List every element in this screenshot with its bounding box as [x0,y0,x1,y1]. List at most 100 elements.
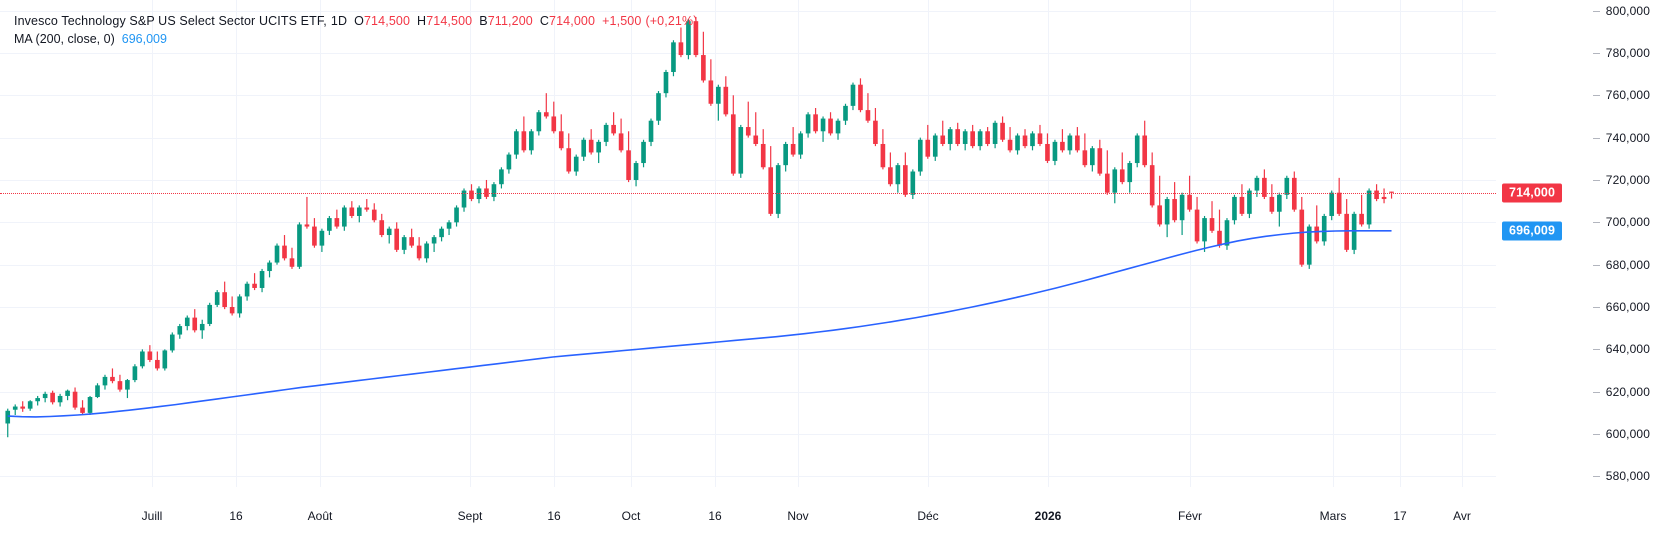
time-axis-tick: Sept [457,509,483,523]
time-axis-tick: Nov [787,509,809,523]
candle-body [461,190,467,208]
gridline-vertical [1400,0,1401,487]
candle-body [753,135,759,144]
close-value: 714,000 [549,14,596,28]
candle-body [701,55,706,81]
candle-body [1134,135,1140,164]
candle-body [1090,148,1095,166]
candle-body [626,150,631,180]
candle-body [686,21,691,56]
time-axis-tick: 16 [229,509,243,523]
gridline-vertical [715,0,716,487]
candle-body [379,220,385,236]
candle-body [1389,191,1394,193]
candle-body [1149,165,1155,206]
tick-dash [1592,137,1600,139]
candle-body [813,114,818,132]
price-axis[interactable]: 800,000 780,000 760,000 740,000 720,000 700,0… [1496,0,1662,487]
candle-body [903,165,908,195]
price-axis-tick: 660,000 [1592,300,1650,314]
gridline-horizontal [0,476,1496,478]
ma-label: MA (200, close, 0) [14,32,115,47]
candle-body [1366,190,1372,225]
price-axis-tick: 740,000 [1592,131,1650,145]
interval-label[interactable]: 1D [330,14,348,28]
candle-body [1067,135,1073,151]
candle-body [50,392,55,403]
candle-body [506,154,512,170]
candlestick-series [5,16,1394,438]
gridline-vertical [1462,0,1463,487]
candle-body [790,143,796,155]
candle-body [865,110,871,121]
candle-body [745,127,751,136]
candle-body [12,406,18,410]
candle-body [947,129,953,144]
candle-body [603,124,609,142]
gridline-horizontal [0,179,1496,181]
last-price-badge[interactable]: 714,000 [1502,183,1563,203]
price-axis-tick: 760,000 [1592,88,1650,102]
candle-body [738,127,744,174]
open-key: O [354,14,364,28]
candle-body [297,224,302,267]
candle-body [1269,196,1275,212]
time-axis-tick: 16 [547,509,561,523]
candle-body [850,84,856,106]
candle-body [775,165,781,214]
candle-body [371,209,377,221]
price-axis-tick: 600,000 [1592,427,1650,441]
candle-body [940,135,946,144]
candle-body [184,317,190,327]
candle-body [977,131,983,147]
candle-body [491,184,497,197]
symbol-name[interactable]: Invesco Technology S&P US Select Sector … [14,14,324,28]
gridline-horizontal [0,307,1496,309]
candle-body [1291,177,1297,210]
candle-body [835,120,841,134]
candle-body [409,237,414,246]
gridline-horizontal [0,137,1496,139]
time-axis-tick: Févr [1178,509,1202,523]
ma-legend-row[interactable]: MA (200, close, 0) 696,009 [14,30,698,48]
candle-body [469,190,474,200]
tick-dash [1592,434,1600,436]
candle-body [1179,194,1185,221]
candle-body [244,283,250,297]
candle-body [42,393,48,399]
candle-body [693,21,699,56]
gridline-horizontal [0,95,1496,97]
time-axis-tick: Déc [917,509,939,523]
candle-body [110,376,115,382]
candle-body [1104,173,1110,193]
ma-value-badge[interactable]: 696,009 [1502,221,1563,241]
candle-body [1247,190,1252,214]
candle-body [581,139,587,157]
candle-body [1112,169,1118,193]
price-axis-tick: 700,000 [1592,215,1650,229]
close-key: C [539,14,550,28]
candle-body [80,407,85,413]
gridline-vertical [236,0,237,487]
candle-body [1172,199,1177,221]
symbol-legend-row[interactable]: Invesco Technology S&P US Select Sector … [14,14,698,28]
candle-body [1314,226,1320,242]
time-axis-tick: 2026 [1034,509,1062,523]
candle-body [588,139,594,153]
time-axis[interactable]: Juill 16 Août Sept 16 Oct 16 Nov Déc 2026 Févr Mars… [0,487,1662,551]
candle-body [543,112,549,117]
gridline-horizontal [0,222,1496,224]
candle-body [252,283,257,288]
plot-area[interactable] [0,0,1496,487]
candle-body [1299,209,1305,265]
candle-body [1157,205,1162,225]
tick-dash [1592,476,1600,478]
change-value: +1,500 [602,14,642,28]
price-axis-tick: 720,000 [1592,173,1650,187]
candle-body [1359,213,1364,225]
candle-body [566,148,572,172]
change-percent: (+0,21%) [645,14,698,28]
gridline-horizontal [0,10,1496,12]
low-key: B [479,14,488,28]
